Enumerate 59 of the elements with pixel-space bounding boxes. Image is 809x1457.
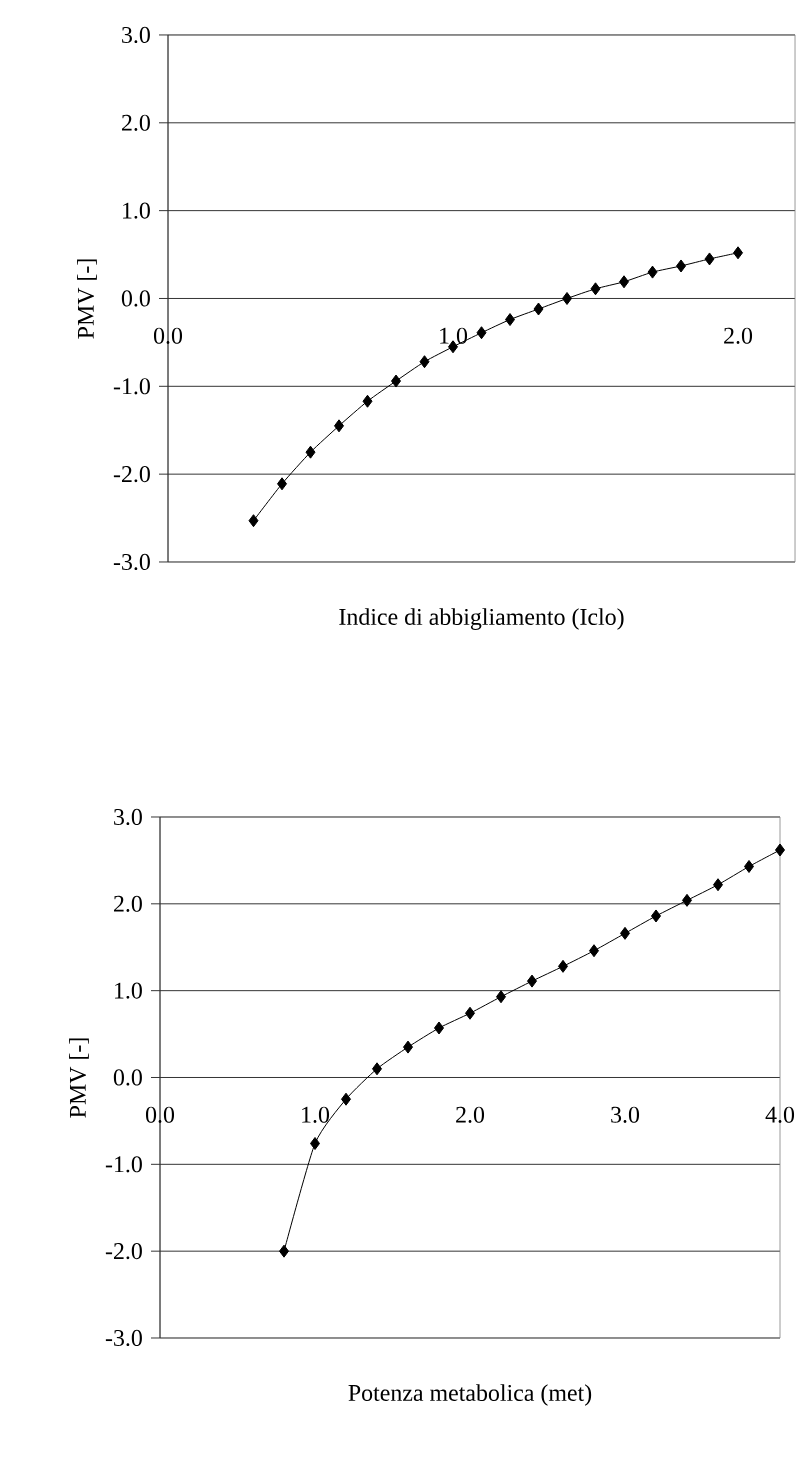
point — [620, 926, 631, 940]
point — [676, 259, 687, 273]
x-tick-label: 1.0 — [302, 1106, 330, 1123]
point — [279, 1244, 289, 1258]
point — [496, 990, 507, 1004]
y-tick-label: 3.0 — [122, 26, 150, 44]
point — [589, 944, 600, 958]
x-axis-title: Potenza metabolica (met) — [348, 1384, 592, 1406]
y-tick-label: -2.0 — [105, 1243, 142, 1260]
point — [362, 394, 373, 408]
point — [682, 893, 693, 907]
point — [305, 445, 316, 459]
point — [733, 246, 744, 260]
point — [310, 1136, 320, 1150]
point — [558, 959, 569, 973]
y-tick-label: -3.0 — [105, 1329, 142, 1347]
y-axis-title: PMV [-] — [69, 1038, 89, 1118]
point — [476, 326, 487, 340]
x-tick-label: 2.0 — [456, 1106, 485, 1123]
y-tick-label: -2.0 — [113, 466, 150, 483]
y-tick-label: 2.0 — [121, 114, 150, 131]
x-tick-label: 4.0 — [765, 1106, 795, 1123]
point — [419, 355, 430, 369]
x-tick-label: 3.0 — [611, 1106, 640, 1123]
y-tick-label: 1.0 — [123, 202, 150, 219]
point — [562, 291, 573, 305]
y-tick-label: -1.0 — [113, 378, 150, 395]
y-axis-title: PMV [-] — [77, 259, 97, 339]
y-tick-label: 0.0 — [121, 290, 150, 307]
point — [744, 859, 755, 873]
y-tick-label: 0.0 — [113, 1069, 142, 1086]
y-tick-label: -3.0 — [113, 553, 150, 571]
y-tick-label: 1.0 — [115, 982, 142, 999]
point — [248, 514, 259, 528]
x-tick-label: 0.0 — [145, 1106, 175, 1123]
point — [465, 1006, 476, 1020]
point — [341, 1092, 352, 1106]
point — [590, 282, 601, 296]
point — [527, 974, 538, 988]
y-tick-label: 2.0 — [113, 895, 142, 912]
point — [704, 252, 715, 266]
x-tick-label: 0.0 — [153, 327, 183, 344]
point — [775, 843, 786, 857]
point — [334, 419, 345, 433]
point — [647, 265, 658, 279]
point — [372, 1062, 383, 1076]
point — [713, 878, 724, 892]
point — [277, 477, 288, 491]
point — [403, 1040, 414, 1054]
y-tick-label: 3.0 — [114, 808, 142, 826]
point — [651, 909, 662, 923]
x-tick-label: 2.0 — [724, 327, 753, 344]
y-tick-label: -1.0 — [105, 1156, 142, 1173]
point — [533, 302, 544, 316]
point — [434, 1021, 445, 1035]
point — [619, 275, 630, 289]
x-axis-title: Indice di abbigliamento (Iclo) — [339, 608, 624, 630]
point — [505, 313, 516, 327]
point — [391, 374, 402, 388]
